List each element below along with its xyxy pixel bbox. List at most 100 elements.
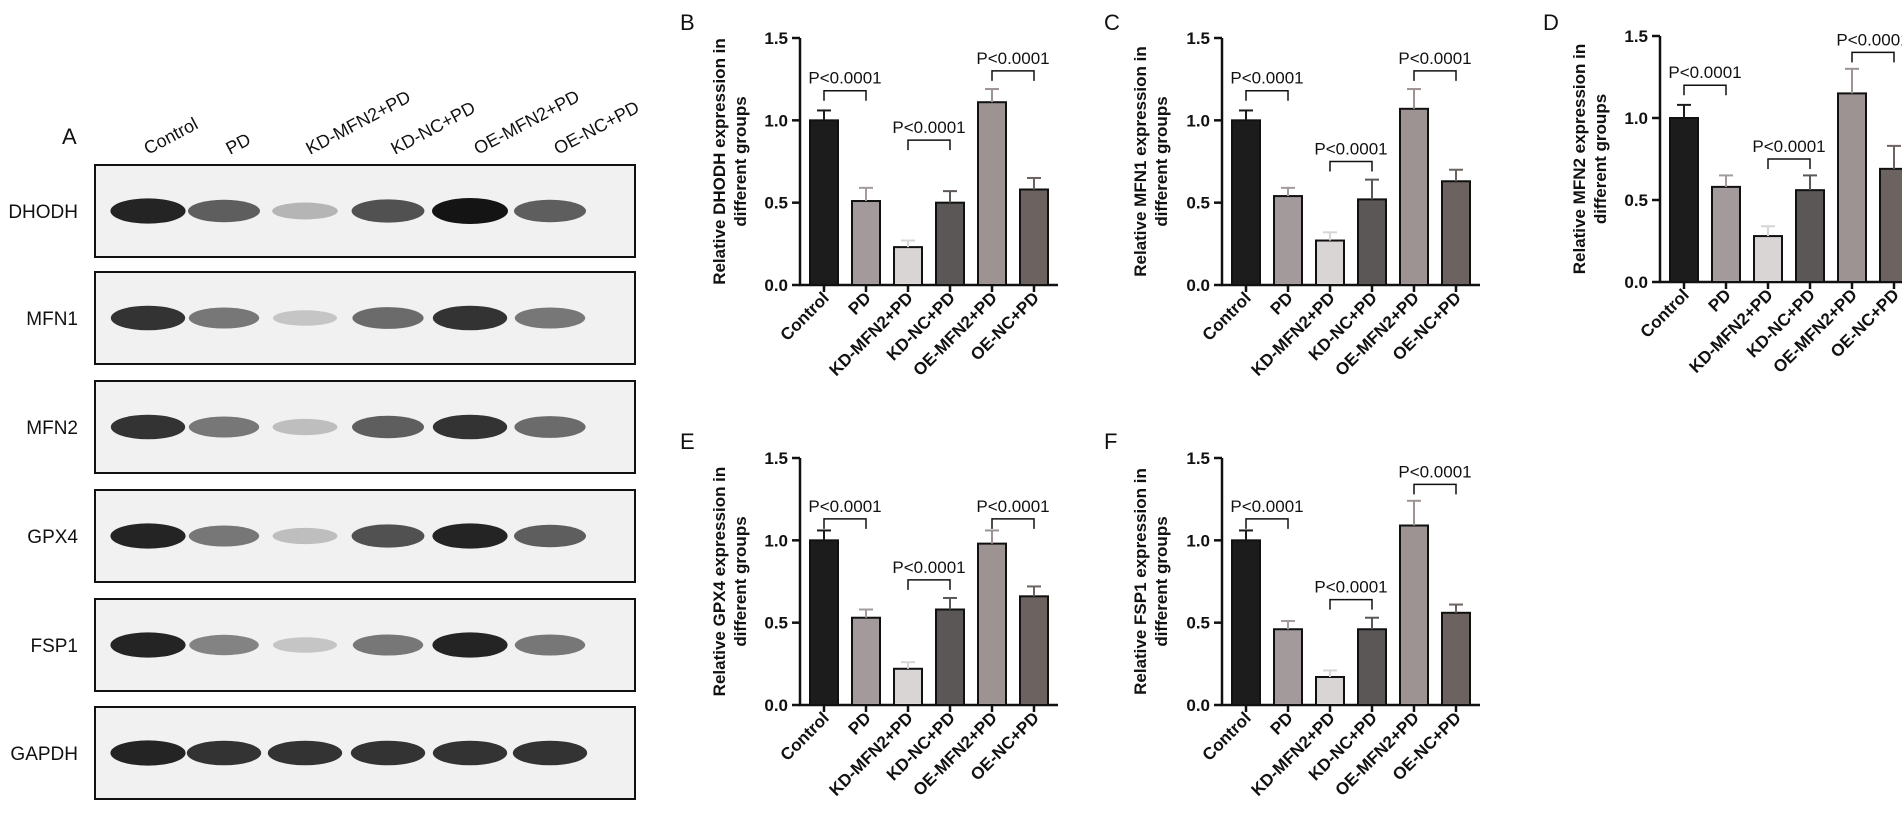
blot-band: [188, 307, 260, 329]
bar: [1399, 107, 1429, 286]
y-tick-label: 0.5: [1624, 191, 1648, 210]
y-tick-label: 1.5: [1186, 29, 1210, 48]
panel-a-western-blot: A Control PD KD-MFN2+PDKD-NC+PDOE-MFN2+PDOE…: [8, 86, 642, 800]
significance-bracket: [1767, 158, 1811, 169]
bar-charts: B 0.0 0.5 1.0 1.5 Relative DHODH expression i…: [680, 10, 1902, 800]
blot-band: [514, 307, 586, 329]
bar: [977, 542, 1007, 706]
blot-band: [273, 637, 337, 653]
bar: [1357, 198, 1387, 286]
chart-panel-f: F 0.0 0.5 1.0 1.5 Relative FSP1 expression in…: [1104, 429, 1480, 800]
y-axis-label: different groups: [1152, 96, 1171, 226]
blot-band: [110, 740, 186, 766]
y-tick-label: 0.5: [1186, 194, 1210, 213]
bar: [1753, 235, 1783, 283]
blot-band: [352, 307, 424, 329]
lane-label: PD: [222, 129, 253, 158]
chart-panel-e: E 0.0 0.5 1.0 1.5 Relative GPX4 expression in…: [680, 429, 1058, 800]
blot-band: [110, 305, 186, 331]
blot-band: [188, 416, 260, 438]
y-axis-label: different groups: [1152, 516, 1171, 646]
significance-bracket: [1413, 483, 1457, 495]
x-tick-label: PD: [845, 288, 875, 318]
bar: [1669, 117, 1699, 283]
y-tick-label: 1.5: [1624, 27, 1648, 46]
p-value-label: P<0.0001: [1314, 578, 1387, 597]
bar: [1315, 239, 1345, 286]
x-tick-label: PD: [845, 708, 875, 738]
bar: [1399, 524, 1429, 706]
p-value-label: P<0.0001: [1398, 49, 1471, 68]
blot-band: [110, 632, 186, 658]
p-value-label: P<0.0001: [1836, 30, 1902, 49]
panel-letter: F: [1104, 429, 1117, 454]
blot-band: [352, 415, 424, 439]
y-tick-label: 1.5: [764, 29, 788, 48]
chart-panel-d: D 0.0 0.5 1.0 1.5 Relative MFN2 expression in…: [1543, 10, 1902, 377]
bar: [935, 608, 965, 707]
significance-bracket: [823, 89, 867, 101]
blot-band: [432, 523, 508, 549]
y-axis-label: different groups: [1591, 94, 1610, 224]
p-value-label: P<0.0001: [1314, 140, 1387, 159]
y-axis-label: Relative DHODH expression in: [710, 38, 729, 285]
y-tick-label: 1.0: [1186, 111, 1210, 130]
blot-band: [512, 740, 588, 766]
p-value-label: P<0.0001: [1668, 63, 1741, 82]
bar: [809, 119, 839, 287]
blot-protein-label: GAPDH: [10, 744, 78, 765]
blot-band: [432, 740, 508, 766]
blot-band: [188, 199, 260, 223]
significance-bracket: [1329, 160, 1373, 172]
panel-letter: B: [680, 10, 695, 35]
y-axis-label: Relative MFN1 expression in: [1131, 46, 1150, 277]
significance-bracket: [1413, 70, 1457, 81]
y-tick-label: 0.0: [764, 696, 788, 715]
x-tick-label: Control: [1199, 288, 1255, 344]
blot-band: [352, 634, 424, 656]
x-tick-label: Control: [777, 288, 833, 344]
blot-band: [110, 523, 186, 549]
p-value-label: P<0.0001: [808, 69, 881, 88]
bar: [809, 539, 839, 706]
bar: [1273, 628, 1303, 707]
y-axis-label: Relative MFN2 expression in: [1570, 44, 1589, 275]
blot-protein-label: FSP1: [30, 636, 78, 657]
significance-bracket: [1245, 89, 1289, 101]
blot-band: [432, 305, 508, 331]
blot-band: [432, 414, 508, 440]
p-value-label: P<0.0001: [1230, 497, 1303, 516]
y-tick-label: 1.0: [1624, 109, 1648, 128]
significance-bracket: [907, 579, 951, 590]
y-tick-label: 0.5: [1186, 614, 1210, 633]
significance-bracket: [1683, 84, 1727, 96]
bar: [1231, 119, 1261, 287]
blot-band: [350, 740, 426, 766]
blot-band: [272, 202, 338, 220]
bar: [1019, 188, 1049, 286]
x-tick-label: PD: [1267, 708, 1297, 738]
blot-band: [432, 198, 508, 224]
y-tick-label: 0.5: [764, 614, 788, 633]
y-tick-label: 1.0: [764, 531, 788, 550]
p-value-label: P<0.0001: [892, 558, 965, 577]
y-tick-label: 0.5: [764, 194, 788, 213]
bar: [893, 667, 923, 706]
blot-band: [514, 524, 586, 548]
x-tick-label: Control: [1637, 285, 1693, 341]
p-value-label: P<0.0001: [1752, 137, 1825, 156]
x-tick-label: Control: [1199, 708, 1255, 764]
significance-bracket: [1851, 51, 1895, 63]
y-axis-label: Relative FSP1 expression in: [1131, 468, 1150, 695]
chart-panel-c: C 0.0 0.5 1.0 1.5 Relative MFN1 expression in…: [1104, 10, 1480, 380]
blot-band: [514, 416, 586, 438]
x-tick-label: Control: [777, 708, 833, 764]
blot-band: [272, 527, 338, 545]
y-tick-label: 0.0: [1186, 696, 1210, 715]
significance-bracket: [991, 70, 1035, 81]
bar: [851, 200, 881, 287]
blot-band: [110, 198, 186, 224]
bar: [1441, 611, 1471, 707]
blot-protein-label: DHODH: [8, 202, 78, 223]
